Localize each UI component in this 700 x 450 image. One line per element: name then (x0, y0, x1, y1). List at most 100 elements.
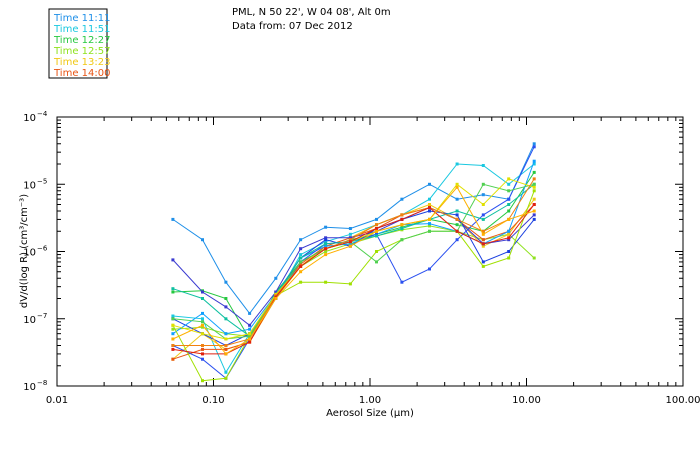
series-line-14 (172, 178, 535, 340)
series-9-point (428, 222, 431, 226)
legend-entry: Time 12:57 (53, 46, 110, 57)
series-17-point (481, 232, 485, 236)
series-5-point (481, 244, 485, 248)
series-13-point (248, 334, 252, 338)
x-tick-label: 100.00 (666, 395, 700, 406)
series-7-point (507, 238, 511, 242)
x-tick-label: 10.00 (512, 395, 541, 406)
x-tick-label: 0.10 (202, 395, 224, 406)
series-14-point (248, 332, 252, 336)
series-1-point (299, 238, 303, 242)
series-10-point (400, 280, 404, 284)
series-1-point (375, 217, 378, 221)
series-8-point (481, 260, 485, 264)
series-2-point (299, 253, 303, 257)
series-11-point (507, 203, 511, 206)
series-10-point (532, 145, 536, 149)
series-12-point (532, 189, 536, 193)
series-1-point (248, 311, 252, 315)
series-12-point (324, 280, 328, 284)
series-15-point (481, 229, 485, 233)
series-6-point (481, 238, 485, 242)
series-4-point (201, 325, 204, 329)
series-7-point (324, 236, 328, 240)
series-14-point (532, 185, 536, 189)
series-1-point (348, 227, 352, 230)
series-16-point (532, 203, 536, 206)
series-16-point (348, 240, 352, 244)
series-9-point (171, 332, 175, 336)
y-tick-label-exponent: −6 (37, 245, 48, 253)
series-17-point (455, 185, 459, 189)
series-6-point (299, 262, 303, 266)
series-2-point (171, 314, 175, 318)
series-7-point (274, 290, 278, 294)
x-tick-label: 1.00 (359, 395, 381, 406)
series-16-point (455, 229, 459, 233)
series-12-point (348, 282, 352, 286)
series-11-point (400, 227, 404, 230)
series-group (171, 142, 536, 383)
series-line-8 (172, 210, 535, 347)
series-13-point (400, 238, 404, 242)
legend-entry: Time 11:51 (53, 24, 110, 35)
series-5-point (507, 232, 511, 236)
series-7-point (348, 236, 352, 240)
legend-entry: Time 12:27 (53, 35, 110, 46)
series-12-point (201, 379, 204, 383)
y-tick-label: 10 (23, 382, 36, 393)
series-2-point (348, 232, 352, 236)
series-14-point (201, 332, 204, 336)
series-9-point (248, 327, 252, 331)
series-15-point (171, 344, 175, 347)
series-16-point (171, 347, 175, 351)
series-12-point (224, 376, 228, 380)
y-tick-label: 10 (23, 248, 36, 259)
series-1-point (532, 142, 536, 146)
series-8-point (455, 213, 459, 217)
series-13-point (481, 182, 485, 186)
plot-area (56, 116, 684, 387)
series-7-point (299, 247, 303, 251)
series-2-point (324, 240, 328, 244)
series-12-point (375, 250, 378, 253)
series-11-point (224, 317, 228, 321)
series-15-point (375, 223, 378, 227)
series-2-point (455, 162, 459, 166)
series-13-point (201, 320, 204, 324)
series-1-point (171, 217, 175, 221)
chart-title: PML, N 50 22', W 04 08', Alt 0m (232, 7, 391, 18)
series-10-point (455, 238, 459, 242)
series-10-point (507, 197, 511, 201)
series-14-point (171, 323, 175, 327)
series-16-point (324, 247, 328, 251)
series-17-point (507, 217, 511, 221)
series-11-point (324, 242, 328, 246)
legend-frame (48, 8, 108, 79)
series-1-point (224, 280, 228, 284)
series-2-point (224, 370, 228, 374)
series-3-point (455, 223, 459, 227)
series-15-point (224, 344, 228, 347)
series-17-point (400, 223, 404, 227)
series-2-point (201, 317, 204, 321)
series-15-point (532, 177, 536, 181)
series-16-point (428, 206, 431, 210)
y-axis-label: dV/d(log R) (cm³/cm⁻³) (19, 194, 30, 308)
series-14-point (224, 337, 228, 341)
series-13-point (171, 317, 175, 321)
series-11-point (171, 287, 175, 291)
series-1-point (400, 197, 404, 201)
y-tick-label-exponent: −7 (37, 312, 47, 320)
series-9-point (201, 311, 204, 315)
series-3-point (171, 290, 175, 294)
y-axis: 10−810−710−610−510−4 (23, 110, 683, 393)
series-3-point (507, 209, 511, 213)
series-13-point (507, 189, 511, 193)
series-16-point (507, 236, 511, 240)
series-2-point (428, 197, 431, 201)
series-7-point (171, 258, 175, 262)
